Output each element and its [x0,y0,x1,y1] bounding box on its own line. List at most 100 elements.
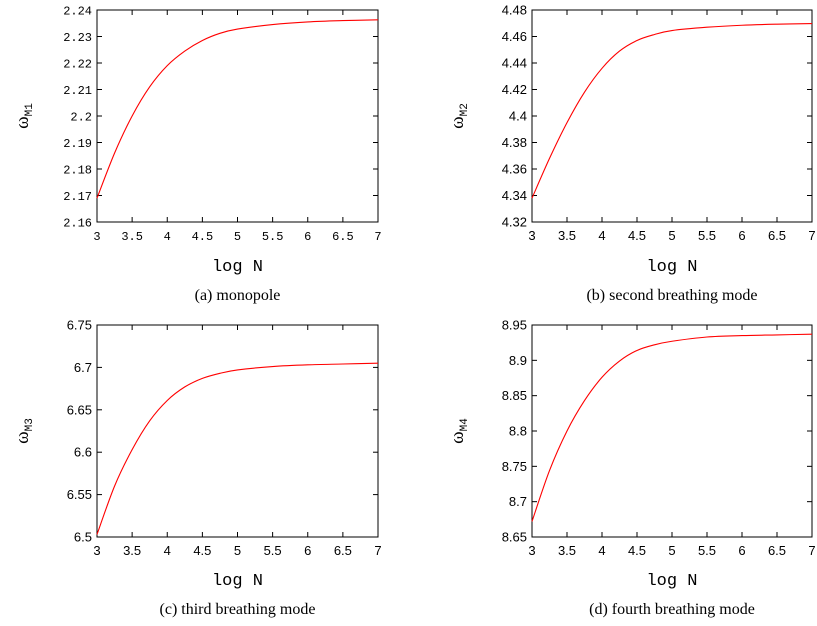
x-tick-label-d-0: 3 [528,543,535,558]
y-tick-label-d-3: 8.8 [509,424,527,439]
x-tick-label-b-3: 4.5 [628,228,646,243]
y-axis-subscript-d: M4 [459,418,471,432]
y-tick-label-d-0: 8.65 [502,530,527,545]
y-tick-label-a-4: 2.2 [70,111,92,125]
x-tick-label-b-4: 5 [668,228,675,243]
y-tick-label-a-3: 2.19 [63,137,92,151]
y-tick-label-d-2: 8.75 [502,459,527,474]
y-axis-label-c: ωM3 [12,418,36,444]
y-tick-label-b-6: 4.44 [502,56,527,71]
x-tick-label-b-5: 5.5 [698,228,716,243]
x-tick-label-c-2: 4 [164,543,171,558]
x-tick-label-d-3: 4.5 [628,543,646,558]
chart-a: 3 3.5 4 4.5 5 5.5 6 6.5 7 2.16 2.17 2.18 2.19 2.2 2.21… [12,5,382,305]
x-tick-label-c-1: 3.5 [123,543,141,558]
y-tick-label-d-1: 8.7 [509,494,527,509]
x-axis-label-d: log N [646,572,697,591]
y-tick-label-c-3: 6.65 [67,402,92,417]
y-tick-label-a-8: 2.24 [63,5,92,19]
x-tick-label-d-7: 6.5 [768,543,786,558]
plot-frame-d [531,324,813,538]
x-tick-label-b-8: 7 [808,228,815,243]
chart-d: 3 3.5 4 4.5 5 5.5 6 6.5 7 8.65 8.7 8.75 8.8 8.85 8.9 8.… [447,318,816,619]
y-tick-label-c-2: 6.6 [74,445,92,460]
x-tick-label-c-7: 6.5 [334,543,352,558]
y-axis-symbol-a: ω [12,116,33,129]
x-tick-label-b-6: 6 [738,228,745,243]
x-tick-label-b-0: 3 [528,228,535,243]
y-axis-subscript-a: M1 [24,103,36,117]
x-tick-label-d-5: 5.5 [698,543,716,558]
x-tick-label-d-4: 5 [668,543,675,558]
x-tick-label-b-7: 6.5 [768,228,786,243]
x-tick-label-d-8: 7 [808,543,815,558]
y-tick-label-a-1: 2.17 [63,190,92,204]
y-tick-label-a-2: 2.18 [63,164,92,178]
y-tick-label-c-0: 6.5 [74,530,92,545]
y-tick-label-b-1: 4.34 [502,188,527,203]
y-axis-subscript-c: M3 [24,418,36,431]
series-line-a-0 [96,19,379,199]
y-axis-label-b: ωM2 [447,103,471,129]
x-tick-label-c-3: 4.5 [193,543,211,558]
y-axis-symbol-b: ω [447,116,468,129]
chart-c: 3 3.5 4 4.5 5 5.5 6 6.5 7 6.5 6.55 6.6 6.65 6.7 6.75 lo… [12,318,382,619]
x-tick-label-a-3: 4.5 [192,230,214,244]
y-axis-label-a: ωM1 [12,103,36,129]
y-tick-label-c-5: 6.75 [67,318,92,333]
chart-b: 3 3.5 4 4.5 5 5.5 6 6.5 7 4.32 4.34 4.36 4.38 4.4 4.42… [447,3,816,305]
plot-frame-c [96,324,379,538]
y-tick-label-c-1: 6.55 [67,487,92,502]
x-tick-label-a-2: 4 [164,230,171,244]
x-axis-label-b: log N [646,258,697,277]
series-line-b-0 [531,22,813,199]
series-line-c-0 [96,362,379,535]
y-tick-label-a-0: 2.16 [63,217,92,231]
y-tick-label-a-6: 2.22 [63,58,92,72]
y-tick-label-b-5: 4.42 [502,82,527,97]
x-tick-label-a-8: 7 [374,230,381,244]
y-tick-label-b-0: 4.32 [502,215,527,230]
x-tick-label-c-5: 5.5 [264,543,282,558]
y-tick-label-b-4: 4.4 [509,109,527,124]
y-tick-label-a-5: 2.21 [63,84,92,98]
y-axis-symbol-c: ω [12,431,33,444]
x-tick-label-c-8: 7 [374,543,381,558]
y-axis-label-d: ωM4 [447,418,471,444]
plot-frame-a [96,9,379,223]
caption-a: (a) monopole [195,287,281,304]
y-tick-label-d-4: 8.85 [502,388,527,403]
x-tick-label-a-6: 6 [304,230,311,244]
x-tick-label-b-1: 3.5 [558,228,576,243]
y-tick-label-d-6: 8.95 [502,318,527,333]
y-tick-label-b-7: 4.46 [502,29,527,44]
x-tick-label-a-1: 3.5 [121,230,143,244]
x-axis-label-c: log N [212,572,263,591]
x-tick-label-d-2: 4 [598,543,605,558]
y-tick-label-d-5: 8.9 [509,353,527,368]
x-tick-label-c-0: 3 [93,543,100,558]
x-tick-label-b-2: 4 [598,228,605,243]
y-tick-label-c-4: 6.7 [74,360,92,375]
y-tick-label-b-3: 4.38 [502,135,527,150]
y-tick-label-b-2: 4.36 [502,162,527,177]
series-line-d-0 [531,333,813,522]
x-tick-label-a-4: 5 [234,230,241,244]
caption-c: (c) third breathing mode [160,601,316,618]
y-axis-subscript-b: M2 [459,103,471,116]
x-tick-label-d-6: 6 [738,543,745,558]
x-tick-label-c-6: 6 [304,543,311,558]
y-tick-label-a-7: 2.23 [63,31,92,45]
x-tick-label-d-1: 3.5 [558,543,576,558]
y-axis-symbol-d: ω [447,431,468,444]
x-tick-label-c-4: 5 [234,543,241,558]
y-tick-label-b-8: 4.48 [502,3,527,18]
x-axis-label-a: log N [212,258,263,277]
x-tick-label-a-7: 6.5 [332,230,354,244]
caption-d: (d) fourth breathing mode [589,601,755,618]
x-tick-label-a-0: 3 [93,230,100,244]
caption-b: (b) second breathing mode [586,287,757,304]
plot-frame-b [531,9,813,223]
